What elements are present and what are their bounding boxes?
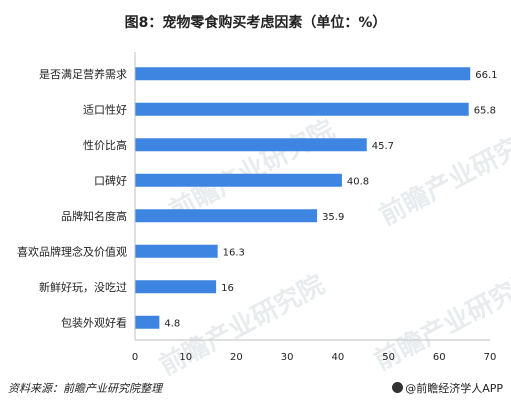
- chart-title: 图8：宠物零食购买考虑因素（单位：%）: [124, 15, 387, 31]
- data-label: 16.3: [223, 247, 245, 258]
- category-label: 包装外观好看: [61, 315, 127, 329]
- category-label: 是否满足营养需求: [39, 67, 127, 81]
- source-note: 资料来源：前瞻产业研究院整理: [8, 382, 162, 395]
- x-tick-label: 70: [484, 352, 497, 363]
- data-label: 65.8: [474, 105, 496, 116]
- bar: [135, 102, 469, 116]
- brand-label: @前瞻经济学人APP: [392, 380, 503, 396]
- category-label: 口碑好: [94, 173, 127, 187]
- data-label: 40.8: [347, 176, 369, 187]
- category-label: 品牌知名度高: [61, 209, 127, 223]
- bar: [135, 209, 318, 223]
- category-label: 适口性好: [83, 102, 127, 116]
- bar: [135, 67, 471, 81]
- data-label: 16: [221, 283, 234, 294]
- x-tick-label: 30: [281, 352, 294, 363]
- category-label: 新鲜好玩，没吃过: [39, 280, 127, 294]
- bar: [135, 280, 217, 294]
- bar: [135, 315, 160, 329]
- brand-logo-icon: [392, 382, 404, 393]
- bar: [135, 138, 367, 152]
- x-tick-label: 40: [331, 352, 344, 363]
- data-label: 45.7: [372, 141, 394, 152]
- x-tick-label: 10: [179, 352, 192, 363]
- data-label: 35.9: [322, 212, 344, 223]
- x-tick-label: 60: [433, 352, 446, 363]
- data-label: 66.1: [475, 70, 497, 81]
- bar: [135, 173, 342, 187]
- x-tick-label: 0: [132, 352, 138, 363]
- bar: [135, 244, 218, 258]
- data-label: 4.8: [164, 318, 180, 329]
- category-label: 喜欢品牌理念及价值观: [17, 244, 127, 258]
- category-label: 性价比高: [83, 138, 127, 152]
- x-tick-label: 20: [230, 352, 243, 363]
- x-tick-label: 50: [382, 352, 395, 363]
- brand-text: @前瞻经济学人APP: [405, 382, 503, 395]
